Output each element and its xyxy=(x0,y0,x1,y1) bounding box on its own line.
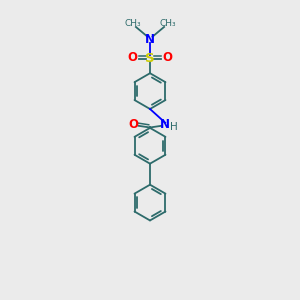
Text: H: H xyxy=(170,122,178,132)
Text: O: O xyxy=(129,118,139,131)
Text: CH₃: CH₃ xyxy=(124,19,141,28)
Text: O: O xyxy=(163,51,173,64)
Text: N: N xyxy=(160,118,170,131)
Text: S: S xyxy=(145,52,155,65)
Text: CH₃: CH₃ xyxy=(159,19,176,28)
Text: N: N xyxy=(145,33,155,46)
Text: O: O xyxy=(127,51,137,64)
